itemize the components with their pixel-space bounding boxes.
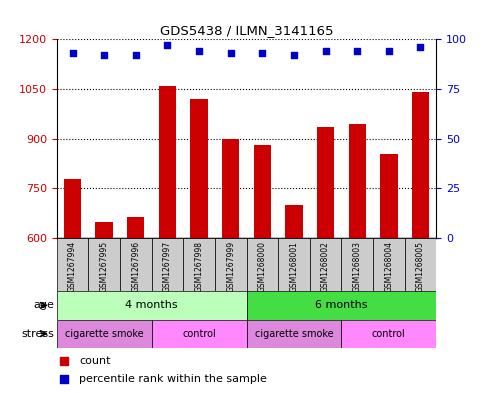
Text: GSM1268003: GSM1268003 [352, 241, 362, 292]
Bar [373, 238, 405, 291]
Bar [96, 222, 113, 238]
Text: GSM1267995: GSM1267995 [100, 241, 108, 292]
Point [417, 44, 424, 50]
Point [353, 48, 361, 54]
Point [60, 358, 68, 364]
Bar [152, 238, 183, 291]
Bar [120, 238, 152, 291]
Bar [380, 154, 397, 238]
Bar [310, 238, 341, 291]
Bar [222, 139, 240, 238]
Bar [215, 238, 246, 291]
Bar [57, 291, 246, 320]
Bar [246, 320, 341, 348]
Bar [246, 238, 278, 291]
Point [290, 52, 298, 58]
Bar [152, 320, 246, 348]
Bar [278, 238, 310, 291]
Text: control: control [372, 329, 406, 339]
Bar [285, 205, 303, 238]
Bar [183, 238, 215, 291]
Point [258, 50, 266, 56]
Bar [405, 238, 436, 291]
Bar [412, 92, 429, 238]
Text: GSM1268005: GSM1268005 [416, 241, 425, 292]
Text: stress: stress [21, 329, 54, 339]
Text: GSM1268004: GSM1268004 [385, 241, 393, 292]
Text: GSM1267997: GSM1267997 [163, 241, 172, 292]
Bar [88, 238, 120, 291]
Point [195, 48, 203, 54]
Bar [159, 86, 176, 238]
Bar [341, 238, 373, 291]
Text: GSM1268001: GSM1268001 [289, 241, 298, 292]
Bar [317, 127, 334, 238]
Bar [341, 320, 436, 348]
Text: age: age [34, 300, 54, 310]
Text: GSM1268000: GSM1268000 [258, 241, 267, 292]
Text: GSM1267994: GSM1267994 [68, 241, 77, 292]
Text: cigarette smoke: cigarette smoke [65, 329, 143, 339]
Text: control: control [182, 329, 216, 339]
Title: GDS5438 / ILMN_3141165: GDS5438 / ILMN_3141165 [160, 24, 333, 37]
Bar [253, 145, 271, 238]
Text: 6 months: 6 months [315, 300, 368, 310]
Bar [64, 178, 81, 238]
Text: GSM1267998: GSM1267998 [195, 241, 204, 292]
Point [385, 48, 393, 54]
Text: GSM1268002: GSM1268002 [321, 241, 330, 292]
Bar [57, 238, 88, 291]
Text: count: count [79, 356, 111, 366]
Bar [246, 291, 436, 320]
Point [69, 50, 76, 56]
Bar [349, 124, 366, 238]
Text: cigarette smoke: cigarette smoke [255, 329, 333, 339]
Bar [57, 320, 152, 348]
Point [227, 50, 235, 56]
Point [60, 376, 68, 382]
Bar [127, 217, 144, 238]
Bar [190, 99, 208, 238]
Text: 4 months: 4 months [125, 300, 178, 310]
Point [132, 52, 140, 58]
Text: percentile rank within the sample: percentile rank within the sample [79, 374, 267, 384]
Point [321, 48, 329, 54]
Text: GSM1267999: GSM1267999 [226, 241, 235, 292]
Text: GSM1267996: GSM1267996 [131, 241, 141, 292]
Point [100, 52, 108, 58]
Point [164, 42, 172, 48]
